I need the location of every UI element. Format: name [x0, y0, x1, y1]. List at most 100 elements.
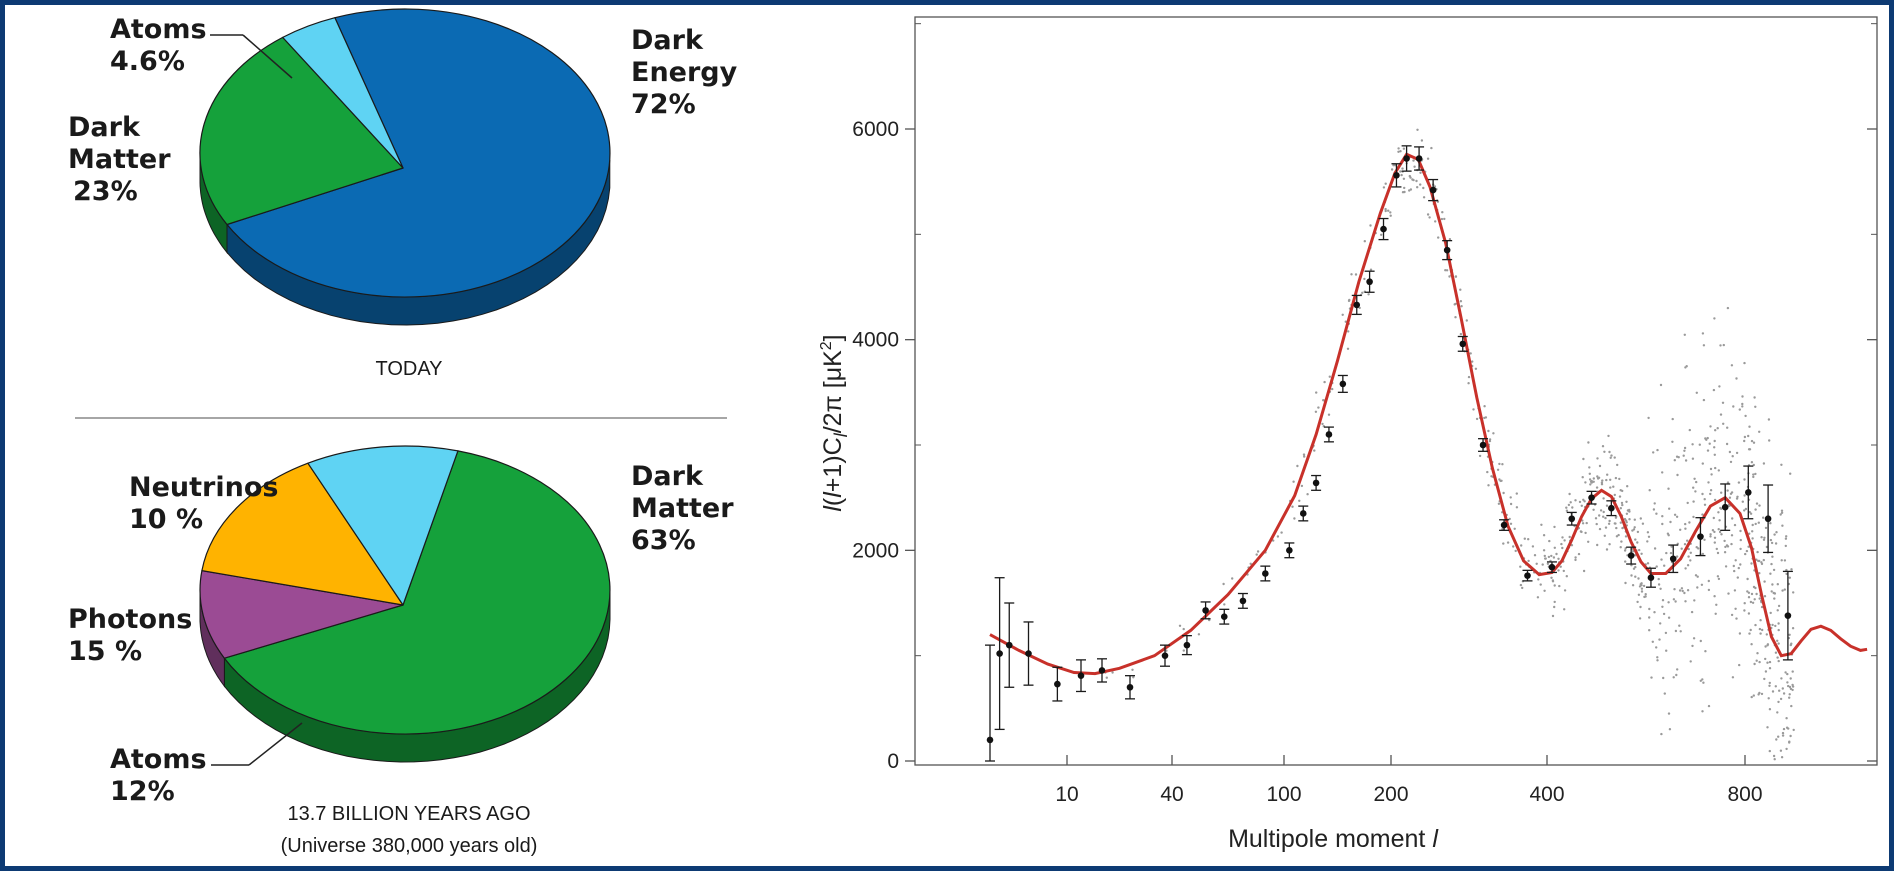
raw-point — [1785, 572, 1788, 576]
raw-point — [1683, 543, 1687, 546]
raw-point — [1197, 633, 1201, 636]
raw-point — [1412, 178, 1415, 182]
binned-points — [985, 145, 1793, 762]
raw-point — [1475, 417, 1479, 421]
raw-point — [1460, 305, 1463, 308]
raw-point — [1553, 605, 1556, 609]
raw-point — [1782, 692, 1786, 695]
raw-point — [1758, 559, 1761, 563]
binned-point-41 — [1764, 515, 1772, 523]
raw-point — [1702, 398, 1706, 402]
raw-point — [1785, 726, 1789, 729]
raw-point — [1661, 515, 1664, 518]
raw-point — [1733, 589, 1737, 592]
raw-point — [1791, 670, 1794, 673]
raw-point — [1713, 530, 1716, 534]
raw-point — [1768, 708, 1772, 711]
raw-point — [1713, 595, 1716, 598]
raw-point — [1785, 717, 1788, 720]
raw-point — [1709, 425, 1712, 428]
raw-point — [1688, 428, 1691, 432]
raw-point — [1789, 643, 1792, 647]
raw-point — [1502, 491, 1505, 495]
raw-point — [1748, 448, 1752, 451]
y-tick-label-3: 6000 — [852, 118, 899, 141]
raw-point — [1694, 574, 1698, 577]
raw-point — [1313, 449, 1316, 452]
raw-point — [1293, 517, 1296, 520]
raw-point — [1543, 554, 1546, 558]
raw-point — [1752, 441, 1756, 444]
label-dark-matter-today: Dark Matter 23% — [68, 112, 180, 207]
raw-point — [1592, 480, 1595, 483]
raw-point — [1419, 183, 1422, 186]
raw-point — [1640, 552, 1643, 555]
raw-point — [1701, 552, 1705, 556]
raw-point — [1619, 546, 1622, 549]
raw-point — [1752, 694, 1755, 697]
raw-point — [1639, 605, 1642, 609]
raw-point — [1754, 508, 1757, 511]
raw-point — [1733, 569, 1736, 573]
raw-point — [1689, 559, 1692, 562]
raw-point — [1770, 590, 1773, 593]
raw-point — [1772, 754, 1776, 758]
raw-point — [1713, 541, 1716, 544]
raw-point — [1626, 485, 1629, 488]
raw-point — [1719, 344, 1722, 347]
raw-point — [1675, 455, 1679, 458]
raw-point — [1689, 551, 1692, 554]
raw-point — [1686, 564, 1690, 567]
raw-point — [1790, 568, 1793, 571]
raw-point — [1675, 673, 1678, 677]
binned-point-18 — [1339, 380, 1347, 388]
raw-point — [1598, 464, 1602, 468]
raw-point — [1350, 273, 1353, 276]
raw-point — [1732, 564, 1735, 568]
raw-point — [1634, 575, 1637, 578]
leader-atoms-early-2 — [248, 722, 303, 766]
raw-point — [1777, 622, 1780, 625]
raw-point — [1701, 332, 1705, 335]
raw-point — [1714, 466, 1717, 470]
raw-point — [1448, 275, 1451, 278]
raw-point — [1633, 554, 1637, 557]
raw-point — [1380, 233, 1383, 236]
raw-point — [1111, 671, 1114, 674]
raw-point — [1678, 624, 1681, 627]
pie-slice-2 — [282, 17, 404, 169]
raw-point — [1613, 456, 1616, 459]
raw-point — [1506, 541, 1510, 544]
raw-point — [1674, 629, 1678, 633]
raw-point — [1741, 395, 1744, 398]
raw-point — [1731, 676, 1735, 679]
raw-point — [1762, 516, 1765, 519]
raw-point — [1744, 552, 1747, 556]
raw-point — [1780, 677, 1783, 680]
raw-point — [1588, 478, 1592, 481]
raw-point — [1753, 662, 1756, 666]
raw-point — [1722, 343, 1725, 347]
raw-point — [1735, 497, 1739, 500]
raw-point — [1609, 456, 1612, 459]
raw-point — [1563, 608, 1566, 611]
raw-point — [1769, 572, 1772, 575]
raw-point — [1592, 477, 1595, 480]
raw-point — [1515, 506, 1519, 509]
raw-point — [1699, 639, 1702, 643]
raw-point — [1686, 539, 1689, 542]
raw-point — [1711, 529, 1715, 532]
raw-point — [1628, 508, 1631, 512]
raw-point — [1743, 609, 1746, 612]
raw-point — [1709, 467, 1713, 471]
raw-point — [1688, 521, 1691, 524]
raw-point — [1785, 568, 1788, 572]
raw-point — [1392, 164, 1395, 167]
raw-point — [1737, 566, 1740, 570]
raw-point — [1531, 545, 1535, 548]
raw-point — [1709, 489, 1713, 492]
raw-point — [1684, 366, 1687, 369]
binned-point-34 — [1608, 504, 1615, 512]
binned-point-23 — [1403, 155, 1410, 162]
raw-point — [1614, 476, 1618, 480]
